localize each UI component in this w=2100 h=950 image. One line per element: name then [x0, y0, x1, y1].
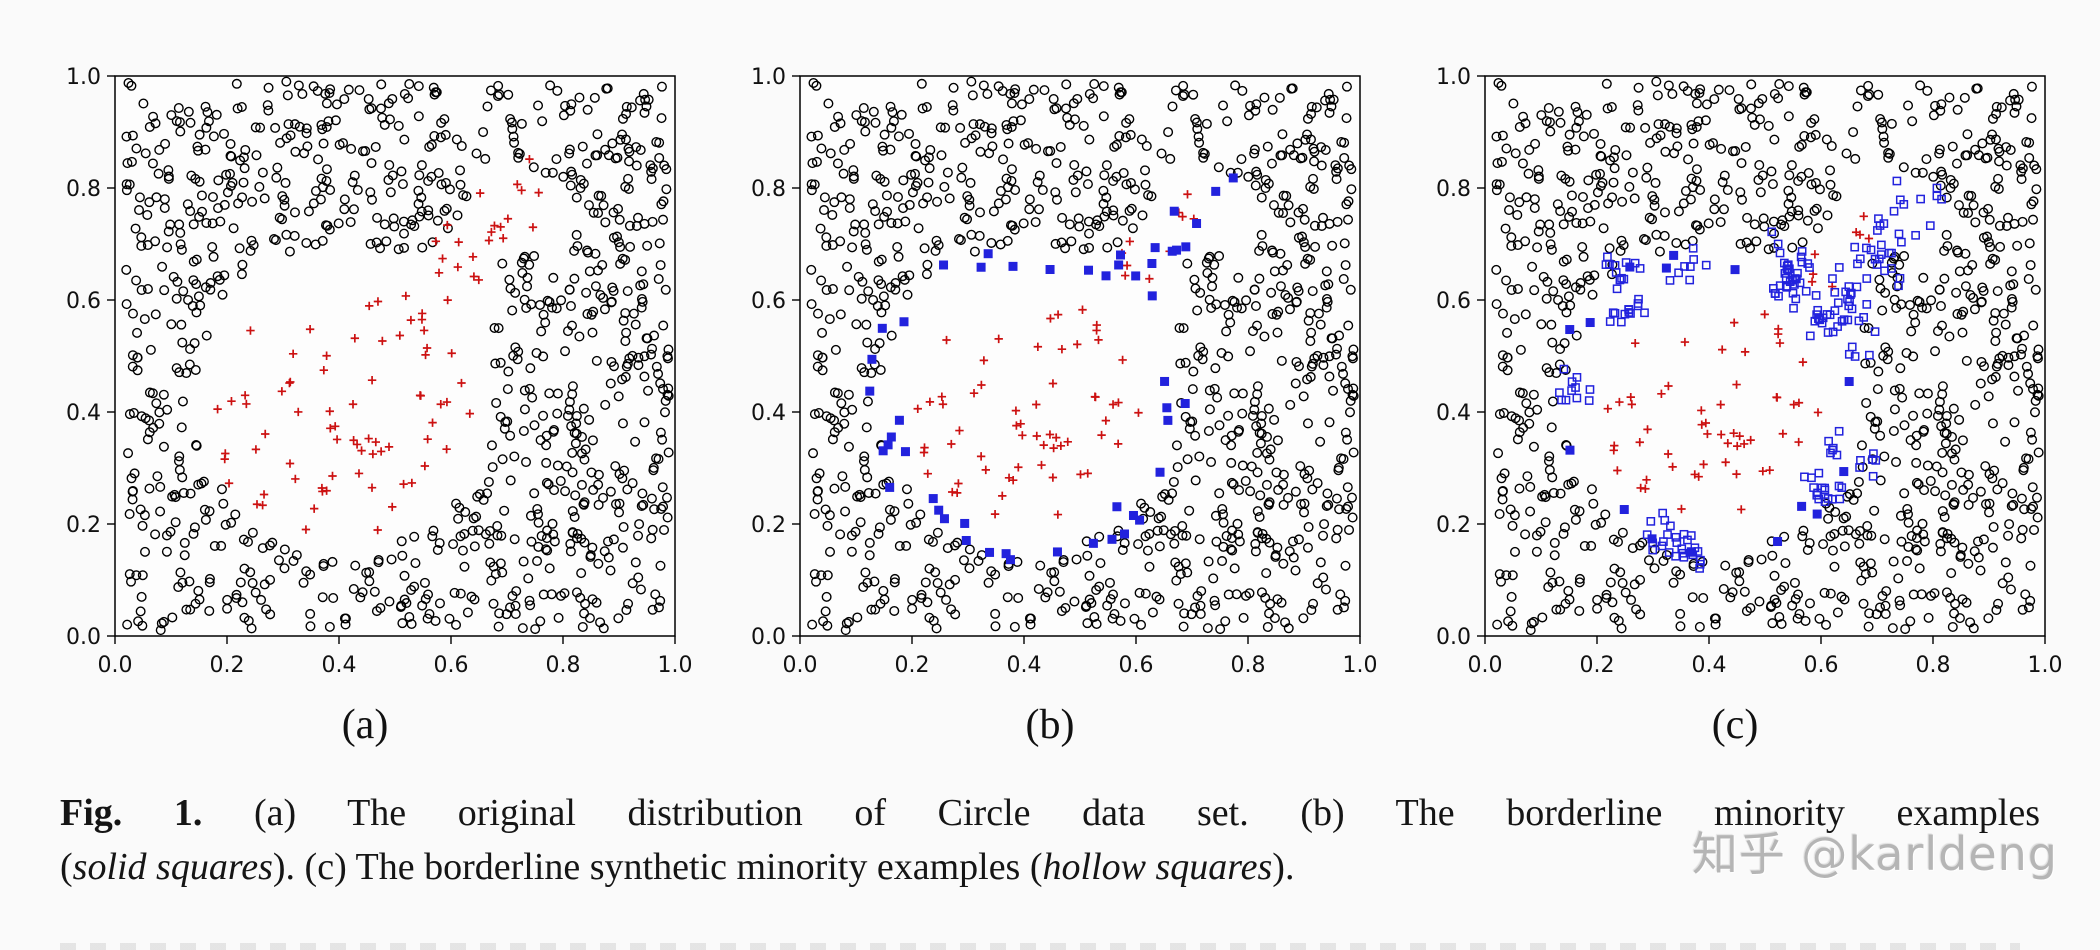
figure-caption: Fig. 1. (a) The original distribution of… — [60, 787, 2040, 895]
scatter-plot-a: 0.0 0.2 0.4 0.6 0.8 1.0 0.0 0.2 0.4 0.6 0.8 1.0 — [66, 65, 693, 678]
svg-text:0.2: 0.2 — [66, 513, 101, 538]
svg-text:0.4: 0.4 — [322, 653, 357, 678]
cropped-next-text-line — [60, 943, 2020, 950]
figure-panels-row: 0.0 0.2 0.4 0.6 0.8 1.0 0.0 0.2 0.4 0.6 0.8 1.0 (a)… — [35, 61, 2065, 749]
svg-text:0.2: 0.2 — [1436, 513, 1471, 538]
svg-text:0.4: 0.4 — [1436, 401, 1471, 426]
svg-text:0.0: 0.0 — [98, 653, 133, 678]
svg-text:0.6: 0.6 — [1436, 289, 1471, 314]
svg-text:0.8: 0.8 — [1916, 653, 1951, 678]
panel-label-a: (a) — [341, 702, 389, 748]
svg-text:0.0: 0.0 — [751, 625, 786, 650]
svg-text:0.4: 0.4 — [751, 401, 786, 426]
caption-text-2b: ). (c) The borderline synthetic minority… — [272, 845, 1043, 888]
caption-fig-number: Fig. 1. — [60, 792, 203, 834]
svg-text:0.6: 0.6 — [66, 289, 101, 314]
caption-line-2: (solid squares). (c) The borderline synt… — [60, 841, 2040, 895]
caption-italic-hollow-squares: hollow squares — [1042, 845, 1273, 888]
caption-text-2c: ). — [1272, 845, 1295, 888]
scatter-panel-a: 0.0 0.2 0.4 0.6 0.8 1.0 0.0 0.2 0.4 0.6 0.8 1.0 (a) — [35, 61, 695, 749]
svg-text:0.8: 0.8 — [546, 653, 581, 678]
svg-text:0.2: 0.2 — [1580, 653, 1615, 678]
panel-label-b: (b) — [1025, 702, 1075, 748]
svg-text:0.0: 0.0 — [1436, 625, 1471, 650]
svg-text:0.2: 0.2 — [751, 513, 786, 538]
scatter-panel-c: 0.0 0.2 0.4 0.6 0.8 1.0 0.0 0.2 0.4 0.6 0.8 1.0 (c) — [1405, 61, 2065, 749]
svg-text:0.2: 0.2 — [895, 653, 930, 678]
svg-text:1.0: 1.0 — [2028, 653, 2063, 678]
svg-text:0.8: 0.8 — [66, 177, 101, 202]
svg-text:0.8: 0.8 — [1436, 177, 1471, 202]
svg-text:0.6: 0.6 — [751, 289, 786, 314]
svg-text:1.0: 1.0 — [751, 65, 786, 90]
svg-text:0.6: 0.6 — [1119, 653, 1154, 678]
svg-text:0.6: 0.6 — [1804, 653, 1839, 678]
caption-italic-solid-squares: solid squares — [72, 845, 273, 888]
svg-text:0.4: 0.4 — [66, 401, 101, 426]
zhihu-watermark: 知乎 @karldeng — [1691, 827, 2058, 881]
panel-label-c: (c) — [1711, 702, 1759, 748]
svg-text:0.2: 0.2 — [210, 653, 245, 678]
svg-text:0.8: 0.8 — [1231, 653, 1266, 678]
svg-text:1.0: 1.0 — [658, 653, 693, 678]
svg-text:0.4: 0.4 — [1692, 653, 1727, 678]
scatter-panel-b: 0.0 0.2 0.4 0.6 0.8 1.0 0.0 0.2 0.4 0.6 0.8 1.0 (b) — [720, 61, 1380, 749]
svg-text:0.0: 0.0 — [783, 653, 818, 678]
svg-text:0.8: 0.8 — [751, 177, 786, 202]
svg-text:1.0: 1.0 — [1343, 653, 1378, 678]
svg-text:0.4: 0.4 — [1007, 653, 1042, 678]
svg-text:0.6: 0.6 — [434, 653, 469, 678]
svg-text:1.0: 1.0 — [1436, 65, 1471, 90]
scatter-plot-c: 0.0 0.2 0.4 0.6 0.8 1.0 0.0 0.2 0.4 0.6 0.8 1.0 — [1436, 65, 2063, 678]
svg-text:1.0: 1.0 — [66, 65, 101, 90]
caption-line-1: Fig. 1. (a) The original distribution of… — [60, 787, 2040, 841]
svg-text:0.0: 0.0 — [1468, 653, 1503, 678]
caption-text-2a: ( — [60, 845, 73, 888]
caption-text-1: (a) The original distribution of Circle … — [202, 792, 2040, 834]
svg-text:0.0: 0.0 — [66, 625, 101, 650]
scatter-plot-b: 0.0 0.2 0.4 0.6 0.8 1.0 0.0 0.2 0.4 0.6 0.8 1.0 — [751, 65, 1378, 678]
